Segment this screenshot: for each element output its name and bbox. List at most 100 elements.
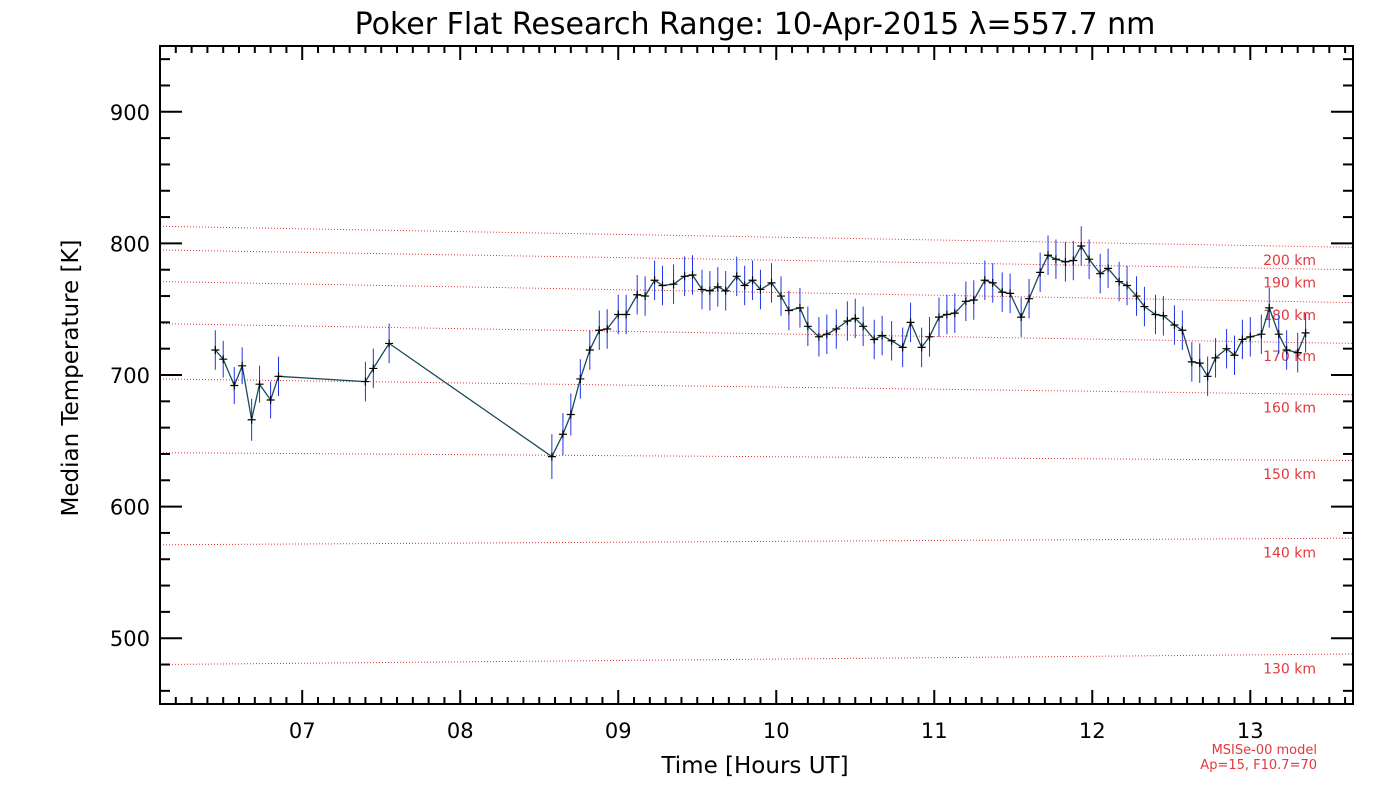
data-point — [732, 272, 741, 281]
data-point — [843, 317, 852, 326]
data-point — [211, 345, 220, 354]
reference-line-label: 200 km — [1263, 253, 1316, 269]
data-point — [669, 280, 678, 289]
data-point — [1123, 281, 1132, 290]
data-point — [859, 322, 868, 331]
data-point — [1036, 268, 1045, 277]
plot-axes: 07 08 09 10 11 12 13 500 600 700 800 900 — [110, 45, 1354, 743]
data-point — [1051, 255, 1060, 264]
data-point — [255, 380, 264, 389]
x-tick-label: 10 — [763, 719, 790, 743]
reference-line — [159, 225, 1354, 248]
data-point — [658, 281, 667, 290]
data-point — [705, 286, 714, 295]
data-point — [595, 326, 604, 335]
x-tick-label: 07 — [289, 719, 316, 743]
data-point — [558, 430, 567, 439]
data-point — [803, 322, 812, 331]
data-point — [547, 452, 556, 461]
y-tick-label: 900 — [110, 101, 150, 125]
data-point — [1195, 359, 1204, 368]
data-point — [641, 292, 650, 301]
x-tick-label: 13 — [1237, 719, 1264, 743]
y-tick-label: 500 — [110, 627, 150, 651]
data-point — [917, 343, 926, 352]
data-point — [1025, 294, 1034, 303]
data-point — [369, 364, 378, 373]
data-point — [1044, 251, 1053, 260]
data-point — [247, 415, 256, 424]
altitude-reference-lines: 130 km 140 km 150 km 160 km 170 km 180 km 190 … — [159, 225, 1354, 678]
data-point — [266, 396, 275, 405]
data-point — [784, 306, 793, 315]
reference-line — [159, 452, 1354, 462]
data-point — [238, 361, 247, 370]
y-tick-label: 600 — [110, 496, 150, 520]
data-point — [585, 345, 594, 354]
data-point — [998, 288, 1007, 297]
data-point — [756, 285, 765, 294]
reference-line-label: 160 km — [1263, 401, 1316, 417]
data-point — [942, 310, 951, 319]
data-point — [1115, 277, 1124, 286]
data-point — [870, 335, 879, 344]
data-point — [1077, 242, 1086, 251]
data-point — [622, 310, 631, 319]
model-params-note: Ap=15, F10.7=70 — [1200, 758, 1317, 773]
data-point — [219, 355, 228, 364]
data-point — [603, 324, 612, 333]
data-point — [1069, 256, 1078, 265]
data-point — [688, 270, 697, 279]
x-axis-label: Time [Hours UT] — [660, 753, 848, 779]
x-tick-label: 08 — [447, 719, 474, 743]
data-point — [925, 332, 934, 341]
data-point — [1301, 328, 1310, 337]
data-point — [1187, 357, 1196, 366]
data-point — [230, 381, 239, 390]
data-point — [1006, 289, 1015, 298]
data-point — [697, 285, 706, 294]
data-point — [1211, 353, 1220, 362]
data-point — [1140, 302, 1149, 311]
data-point — [1178, 326, 1187, 335]
data-point — [969, 295, 978, 304]
data-point — [988, 278, 997, 287]
data-point — [1246, 332, 1255, 341]
reference-line — [159, 249, 1354, 271]
reference-line — [159, 323, 1354, 344]
data-point — [1293, 348, 1302, 357]
data-point — [1238, 335, 1247, 344]
reference-line-label: 180 km — [1263, 308, 1316, 324]
data-point — [980, 276, 989, 285]
data-point — [961, 297, 970, 306]
data-point — [1203, 372, 1212, 381]
data-point — [1274, 330, 1283, 339]
data-point — [740, 281, 749, 290]
data-point — [767, 278, 776, 287]
data-point — [1257, 330, 1266, 339]
temperature-series — [211, 226, 1310, 479]
data-point — [576, 374, 585, 383]
data-point — [878, 331, 887, 340]
data-point — [566, 410, 575, 419]
data-point — [1222, 344, 1231, 353]
data-point — [898, 343, 907, 352]
data-point — [1096, 269, 1105, 278]
reference-line-label: 130 km — [1263, 662, 1316, 678]
data-point — [1085, 255, 1094, 264]
data-point — [1230, 351, 1239, 360]
x-tick-label: 12 — [1079, 719, 1106, 743]
reference-line-label: 190 km — [1263, 275, 1316, 291]
data-point — [851, 314, 860, 323]
data-point — [950, 309, 959, 318]
data-point — [1151, 310, 1160, 319]
data-point — [1265, 303, 1274, 312]
model-note: MSISe-00 model — [1212, 743, 1317, 758]
data-point — [1159, 311, 1168, 320]
data-point — [361, 377, 370, 386]
data-point — [274, 372, 283, 381]
data-point — [1132, 292, 1141, 301]
data-point — [721, 286, 730, 295]
data-point — [822, 330, 831, 339]
